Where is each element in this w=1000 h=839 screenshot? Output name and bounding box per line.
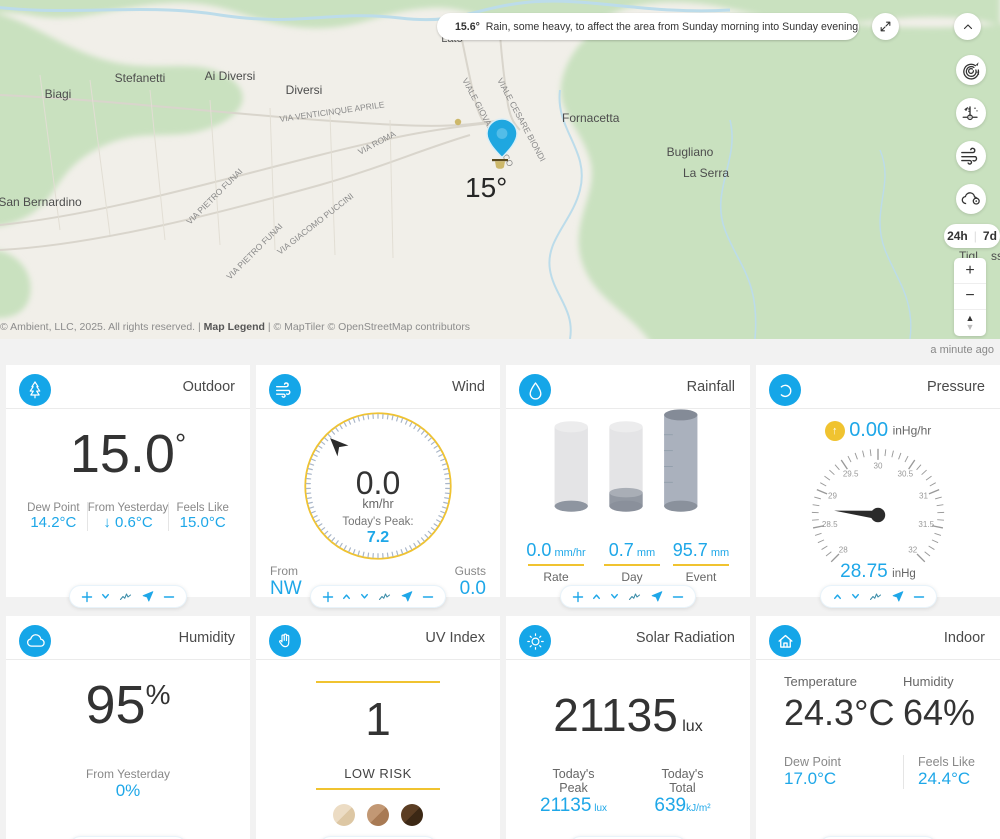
svg-text:San Bernardino: San Bernardino bbox=[0, 195, 82, 209]
svg-text:30: 30 bbox=[874, 461, 883, 470]
svg-text:29: 29 bbox=[828, 492, 837, 501]
svg-text:31: 31 bbox=[919, 492, 928, 501]
svg-text:30.5: 30.5 bbox=[898, 470, 914, 479]
svg-text:28: 28 bbox=[839, 545, 848, 554]
svg-text:29.5: 29.5 bbox=[843, 470, 859, 479]
svg-text:La Serra: La Serra bbox=[683, 166, 729, 180]
svg-text:ssc: ssc bbox=[991, 249, 1000, 263]
svg-text:32: 32 bbox=[908, 545, 917, 554]
svg-text:28.5: 28.5 bbox=[822, 520, 838, 529]
svg-text:Biagi: Biagi bbox=[45, 87, 72, 101]
svg-text:Bugliano: Bugliano bbox=[667, 145, 714, 159]
svg-text:31.5: 31.5 bbox=[918, 520, 934, 529]
svg-text:Fornacetta: Fornacetta bbox=[562, 111, 620, 125]
svg-text:Stefanetti: Stefanetti bbox=[115, 71, 166, 85]
svg-text:Diversi: Diversi bbox=[286, 83, 323, 97]
svg-text:Ai Diversi: Ai Diversi bbox=[205, 69, 256, 83]
